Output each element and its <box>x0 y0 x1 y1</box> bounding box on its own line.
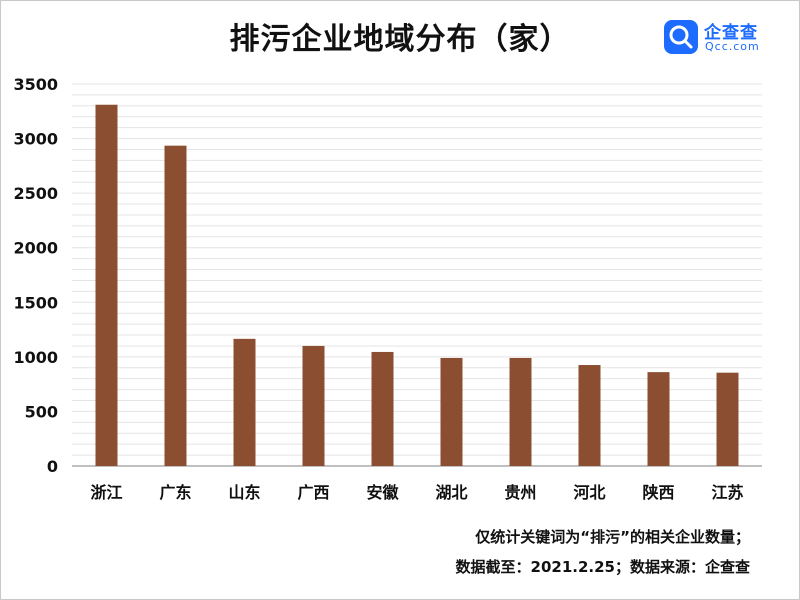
x-tick-label: 安徽 <box>366 483 399 502</box>
bars <box>95 104 739 466</box>
bar-9 <box>647 372 670 466</box>
y-tick-label: 2000 <box>13 239 58 258</box>
logo-subtext: Qcc.com <box>705 40 760 53</box>
bar-6 <box>440 357 463 466</box>
qcc-logo-icon <box>664 20 698 54</box>
x-tick-label: 湖北 <box>435 483 467 502</box>
bar-8 <box>578 365 601 466</box>
x-tick-label: 江苏 <box>711 483 743 502</box>
gridlines <box>72 83 762 467</box>
x-tick-label: 浙江 <box>90 483 122 502</box>
bar-7 <box>509 357 532 466</box>
y-tick-label: 3000 <box>13 130 58 149</box>
y-tick-label: 1500 <box>13 293 58 312</box>
x-tick-label: 贵州 <box>504 483 536 502</box>
y-axis-ticks: 0 500 1000 1500 2000 2500 3000 3500 <box>13 75 58 476</box>
footnote-line-1: 仅统计关键词为“排污”的相关企业数量； <box>475 528 750 546</box>
bar-3 <box>233 338 256 466</box>
x-tick-label: 山东 <box>228 483 260 502</box>
x-tick-label: 陕西 <box>642 483 674 502</box>
footnote-line-2: 数据截至：2021.2.25；数据来源：企查查 <box>455 558 750 576</box>
y-tick-label: 500 <box>25 402 58 421</box>
chart-title: 排污企业地域分布（家） <box>229 22 571 57</box>
x-tick-label: 广西 <box>297 483 329 502</box>
bar-4 <box>302 345 325 466</box>
x-tick-label: 河北 <box>573 483 605 502</box>
y-tick-label: 3500 <box>13 75 58 94</box>
y-tick-label: 1000 <box>13 348 58 367</box>
bar-2 <box>164 145 187 466</box>
y-tick-label: 0 <box>47 457 58 476</box>
logo-text: 企查查 <box>704 23 758 43</box>
x-axis-labels: 浙江 广东 山东 广西 安徽 湖北 贵州 河北 陕西 江苏 <box>90 483 743 502</box>
bar-5 <box>371 351 394 466</box>
x-tick-label: 广东 <box>159 483 191 502</box>
qcc-logo: 企查查 Qcc.com <box>664 18 784 58</box>
bar-10 <box>716 372 739 466</box>
bar-1 <box>95 104 118 466</box>
y-tick-label: 2500 <box>13 184 58 203</box>
